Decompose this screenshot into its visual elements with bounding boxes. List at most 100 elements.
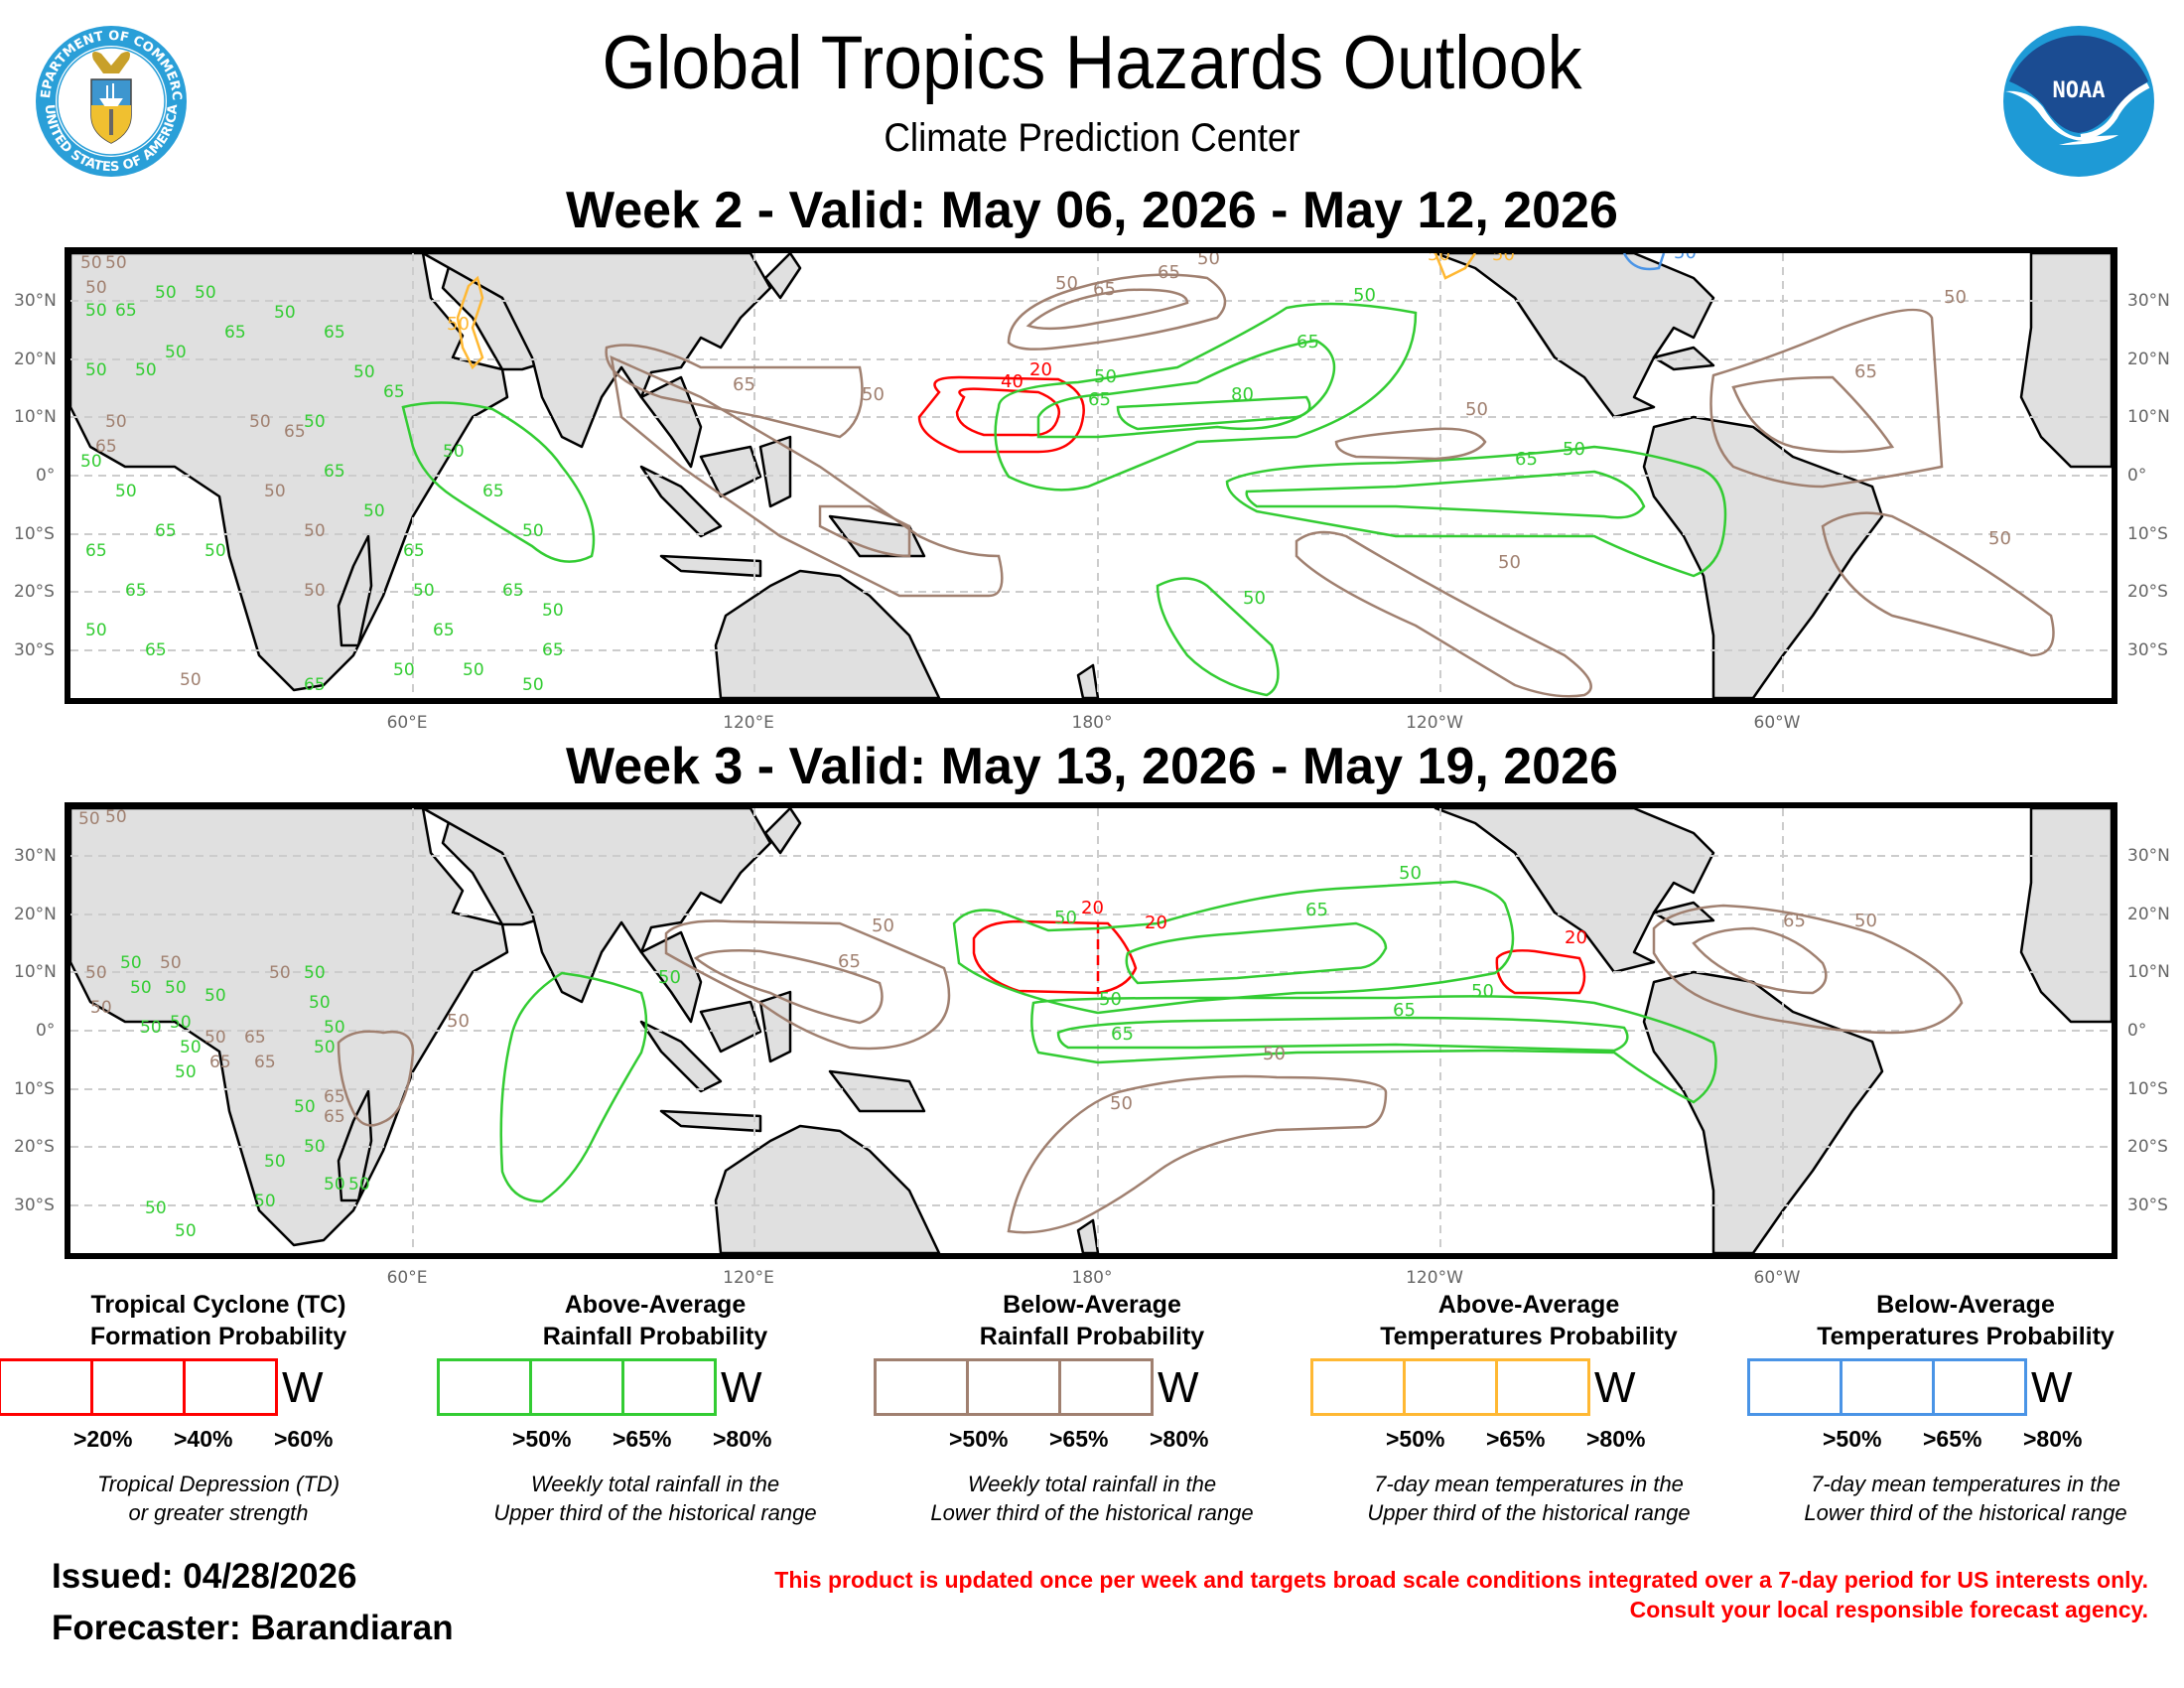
svg-text:50: 50 bbox=[264, 482, 286, 501]
contour-label: 50 bbox=[447, 314, 470, 335]
legend-swatch bbox=[529, 1358, 624, 1416]
contour-label: 50 bbox=[1094, 366, 1117, 387]
svg-text:50: 50 bbox=[135, 360, 157, 380]
svg-text:50: 50 bbox=[542, 601, 564, 621]
forecaster: Forecaster: Barandiaran bbox=[52, 1609, 454, 1647]
legend-swatch bbox=[874, 1358, 969, 1416]
legend-swatches bbox=[437, 1358, 717, 1416]
legend-swatch bbox=[1747, 1358, 1843, 1416]
legend-week-suffix: W bbox=[721, 1363, 762, 1412]
contour-label: 80 bbox=[1231, 384, 1254, 405]
legend-description: 7-day mean temperatures in the Upper thir… bbox=[1367, 1472, 1691, 1525]
svg-text:65: 65 bbox=[324, 323, 345, 343]
svg-text:50: 50 bbox=[324, 1175, 345, 1195]
svg-text:65: 65 bbox=[324, 462, 345, 482]
week2-map[interactable]: 40 20 50 65 80 65 50 50 65 50 50 65 50 65 65 50 50 50 50 65… bbox=[65, 247, 2117, 704]
svg-text:50: 50 bbox=[314, 1038, 336, 1057]
legend-threshold: >65% bbox=[1049, 1426, 1109, 1452]
svg-text:65: 65 bbox=[244, 1028, 266, 1048]
svg-text:65: 65 bbox=[95, 437, 117, 457]
svg-text:50: 50 bbox=[115, 482, 137, 501]
contour-label: 50 bbox=[1054, 908, 1077, 928]
land-masses bbox=[70, 253, 2112, 698]
svg-text:50: 50 bbox=[205, 986, 226, 1006]
legend-swatch bbox=[1058, 1358, 1154, 1416]
legend-threshold: >60% bbox=[274, 1426, 334, 1452]
svg-text:50: 50 bbox=[105, 253, 127, 273]
legend-description: 7-day mean temperatures in the Lower thir… bbox=[1804, 1472, 2127, 1525]
legend-description: Tropical Depression (TD) or greater stren… bbox=[96, 1472, 341, 1525]
above-temperature-contours bbox=[456, 253, 1477, 370]
contour-label: 65 bbox=[1515, 449, 1538, 470]
page-subtitle: Climate Prediction Center bbox=[884, 116, 1300, 160]
svg-text:65: 65 bbox=[155, 521, 177, 541]
svg-text:50: 50 bbox=[85, 360, 107, 380]
contour-label: 50 bbox=[447, 1011, 470, 1032]
contour-label: 50 bbox=[1854, 911, 1877, 931]
legend-title: Above-Average Rainfall Probability bbox=[542, 1291, 768, 1350]
contour-label: 40 bbox=[1001, 371, 1024, 392]
svg-text:65: 65 bbox=[209, 1053, 231, 1072]
svg-text:50: 50 bbox=[170, 1013, 192, 1033]
legend-week-suffix: W bbox=[2031, 1363, 2073, 1412]
legend-threshold: >65% bbox=[613, 1426, 672, 1452]
svg-text:50: 50 bbox=[180, 1038, 202, 1057]
svg-text:50: 50 bbox=[304, 412, 326, 432]
svg-text:50: 50 bbox=[160, 953, 182, 973]
svg-text:65: 65 bbox=[542, 640, 564, 660]
svg-text:50: 50 bbox=[304, 963, 326, 983]
svg-text:50: 50 bbox=[274, 303, 296, 323]
legend-threshold: >40% bbox=[174, 1426, 233, 1452]
legend-swatch bbox=[1403, 1358, 1498, 1416]
svg-text:50: 50 bbox=[443, 442, 465, 462]
contour-label: 20 bbox=[1145, 913, 1167, 933]
contour-label: 20 bbox=[1029, 359, 1052, 380]
legend-swatches bbox=[1310, 1358, 1590, 1416]
svg-text:50: 50 bbox=[304, 1137, 326, 1157]
svg-text:50: 50 bbox=[175, 1062, 197, 1082]
contour-label: 50 bbox=[862, 384, 885, 405]
legend-threshold: >65% bbox=[1486, 1426, 1546, 1452]
contour-label: 50 bbox=[1110, 1093, 1133, 1114]
svg-text:65: 65 bbox=[482, 482, 504, 501]
legend-title: Below-Average Temperatures Probability bbox=[1817, 1291, 2115, 1350]
svg-text:50: 50 bbox=[130, 978, 152, 998]
legend-week-suffix: W bbox=[1158, 1363, 1199, 1412]
contour-label: 65 bbox=[1297, 332, 1319, 352]
svg-text:50: 50 bbox=[140, 1018, 162, 1038]
svg-text:50: 50 bbox=[120, 953, 142, 973]
svg-text:50: 50 bbox=[264, 1152, 286, 1172]
legend-threshold: >50% bbox=[1823, 1426, 1882, 1452]
svg-text:50: 50 bbox=[254, 1192, 276, 1211]
svg-text:65: 65 bbox=[383, 382, 405, 402]
svg-text:50: 50 bbox=[85, 621, 107, 640]
svg-text:50: 50 bbox=[294, 1097, 316, 1117]
contour-label: 65 bbox=[1854, 361, 1877, 382]
contour-label: 20 bbox=[1081, 898, 1104, 918]
contour-label: 50 bbox=[1563, 439, 1585, 460]
legend-threshold: >65% bbox=[1923, 1426, 1982, 1452]
contour-label: 50 bbox=[1498, 552, 1521, 573]
contour-label: 50 bbox=[1492, 253, 1515, 265]
legend-week-suffix: W bbox=[1594, 1363, 1636, 1412]
contour-label: 65 bbox=[1393, 1000, 1416, 1021]
contour-label: 50 bbox=[1428, 253, 1450, 265]
legend-swatch bbox=[1932, 1358, 2027, 1416]
svg-text:50: 50 bbox=[249, 412, 271, 432]
contour-label: 50 bbox=[1471, 981, 1494, 1002]
disclaimer-line-1: This product is updated once per week an… bbox=[774, 1567, 2148, 1593]
contour-label: 65 bbox=[1093, 279, 1116, 300]
svg-text:50: 50 bbox=[80, 452, 102, 472]
svg-text:65: 65 bbox=[324, 1087, 345, 1107]
legend-swatches bbox=[0, 1358, 278, 1416]
legend-threshold: >50% bbox=[949, 1426, 1009, 1452]
legend-swatch bbox=[966, 1358, 1061, 1416]
week3-map[interactable]: 20 20 20 50 50 65 65 50 65 50 50 50 65 50 50 50 65 50 50 5… bbox=[65, 802, 2117, 1259]
contour-label: 65 bbox=[1158, 262, 1180, 283]
below-rainfall-contours bbox=[605, 273, 2055, 698]
above-rainfall-contours bbox=[401, 302, 1727, 697]
below-temperature-contours bbox=[1622, 253, 1666, 271]
